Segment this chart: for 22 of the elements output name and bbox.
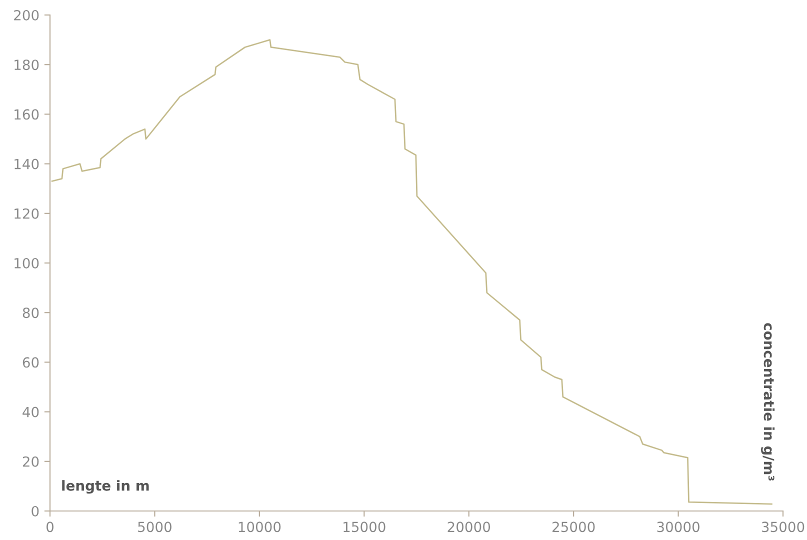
y-axis-title: concentratie in g/m³ bbox=[761, 323, 775, 481]
x-axis-title: lengte in m bbox=[62, 480, 149, 494]
x-tick-label: 25000 bbox=[552, 522, 595, 532]
y-tick-label: 0 bbox=[32, 506, 39, 516]
y-tick-label: 20 bbox=[22, 456, 39, 467]
y-tick-label: 180 bbox=[14, 60, 39, 70]
line-series bbox=[51, 39, 772, 505]
x-tick-label: 30000 bbox=[657, 522, 700, 532]
y-tick-label: 160 bbox=[14, 109, 39, 120]
y-tick-label: 100 bbox=[14, 258, 39, 268]
x-tick-label: 15000 bbox=[344, 522, 386, 532]
y-tick-label: 80 bbox=[22, 308, 39, 318]
x-tick-label: 20000 bbox=[448, 522, 490, 532]
y-tick-label: 140 bbox=[14, 158, 39, 170]
y-tick-label: 120 bbox=[14, 208, 39, 219]
x-tick-label: 35000 bbox=[762, 522, 804, 532]
y-tick-label: 60 bbox=[22, 357, 39, 368]
x-tick-label: 0 bbox=[46, 522, 54, 532]
y-tick-label: 200 bbox=[14, 10, 39, 20]
x-tick-label: 10000 bbox=[238, 522, 281, 532]
x-tick-label: 5000 bbox=[138, 522, 172, 532]
y-tick-label: 40 bbox=[22, 406, 39, 418]
